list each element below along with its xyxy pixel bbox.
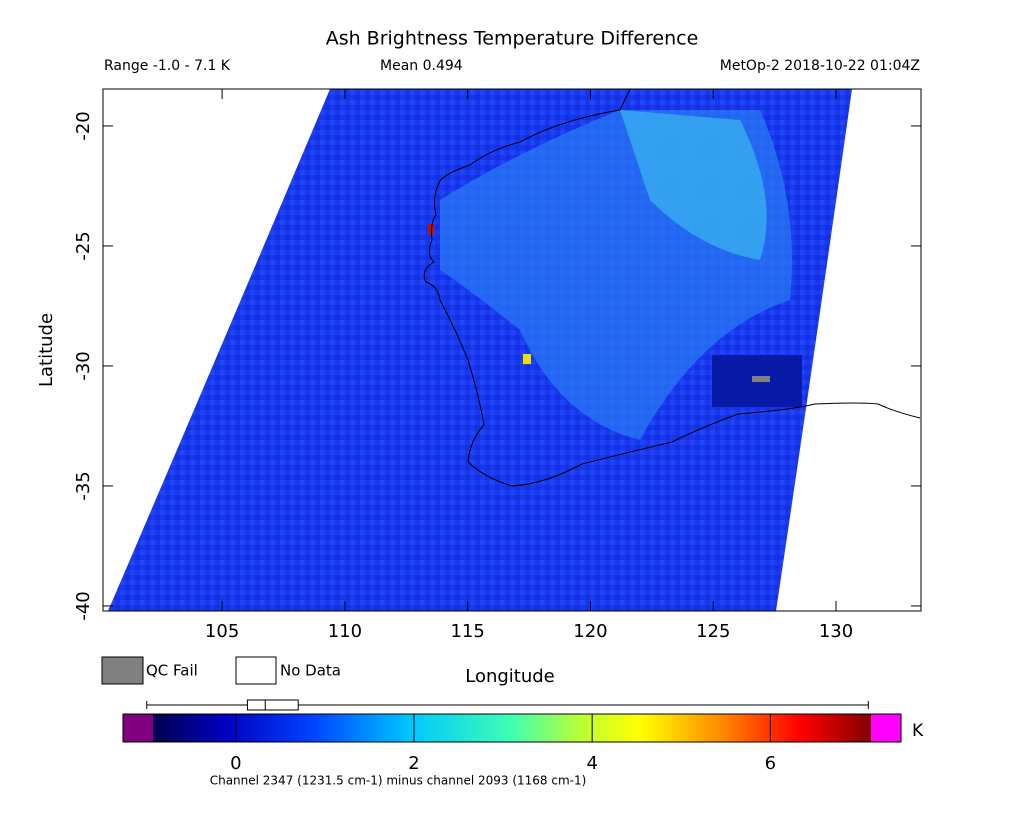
- coastline: [423, 88, 921, 487]
- mean-label: Mean 0.494: [380, 58, 463, 74]
- x-tick-label: 115: [450, 621, 484, 642]
- box: [246, 699, 299, 711]
- x-tick-label: 130: [819, 621, 853, 642]
- over-range-box: [871, 714, 901, 742]
- colorbar-tick-label: 6: [765, 753, 776, 774]
- title: Ash Brightness Temperature Difference: [326, 28, 699, 50]
- swath: [108, 89, 852, 611]
- y-tick-label: -30: [73, 351, 94, 380]
- y-tick-label: -25: [73, 231, 94, 260]
- colorbar-frame: [122, 713, 902, 743]
- y-tick-label: -35: [73, 471, 94, 500]
- y-axis-label: Latitude: [36, 313, 57, 387]
- x-tick-label: 125: [696, 621, 730, 642]
- legend-swatch: [101, 656, 144, 685]
- source-label: MetOp-2 2018-10-22 01:04Z: [720, 58, 920, 74]
- legend-label: QC Fail: [146, 662, 198, 680]
- colorbar: [153, 714, 871, 742]
- legend-label: No Data: [280, 662, 341, 680]
- y-tick-label: -20: [73, 111, 94, 140]
- colorbar-tick-label: 4: [586, 753, 597, 774]
- colorbar-tick-label: 2: [408, 753, 419, 774]
- under-range-box: [123, 714, 153, 742]
- x-axis-label: Longitude: [465, 666, 555, 687]
- colorbar-unit: K: [912, 721, 924, 741]
- legend-swatch: [235, 656, 277, 685]
- plot-frame: [102, 88, 922, 612]
- x-tick-label: 120: [573, 621, 607, 642]
- x-tick-label: 105: [205, 621, 239, 642]
- colorbar-caption: Channel 2347 (1231.5 cm-1) minus channel…: [210, 774, 587, 788]
- colorbar-tick-label: 0: [230, 753, 241, 774]
- y-tick-label: -40: [73, 591, 94, 620]
- x-tick-label: 110: [328, 621, 362, 642]
- range-label: Range -1.0 - 7.1 K: [104, 58, 231, 74]
